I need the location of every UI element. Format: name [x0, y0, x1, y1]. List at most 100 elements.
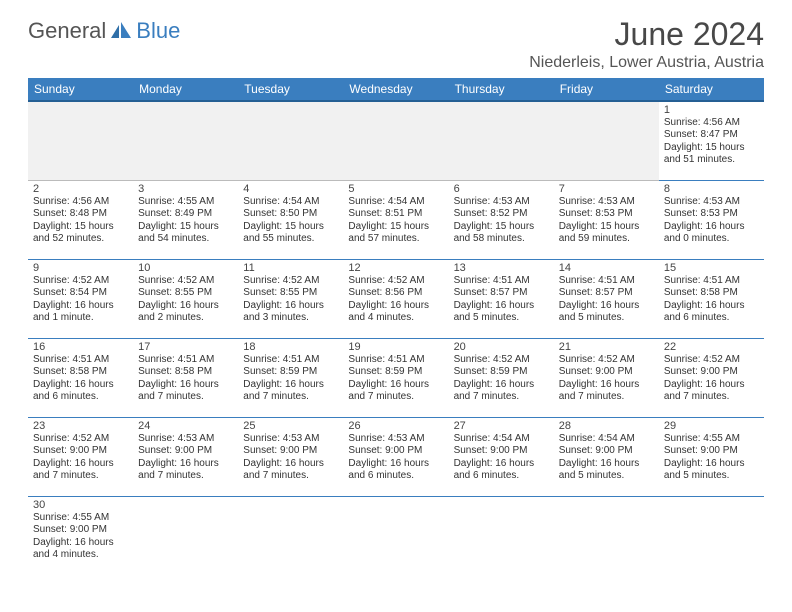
title-block: June 2024 Niederleis, Lower Austria, Aus… [529, 18, 764, 72]
sunrise-text: Sunrise: 4:54 AM [348, 196, 443, 209]
day-cell: 13Sunrise: 4:51 AMSunset: 8:57 PMDayligh… [449, 259, 554, 338]
day-number: 12 [348, 262, 443, 274]
sunrise-text: Sunrise: 4:51 AM [454, 275, 549, 288]
daylight1-text: Daylight: 16 hours [454, 458, 549, 471]
header: General Blue June 2024 Niederleis, Lower… [28, 18, 764, 72]
sunrise-text: Sunrise: 4:51 AM [138, 354, 233, 367]
day-cell: 21Sunrise: 4:52 AMSunset: 9:00 PMDayligh… [554, 338, 659, 417]
day-cell: 3Sunrise: 4:55 AMSunset: 8:49 PMDaylight… [133, 180, 238, 259]
daylight2-text: and 55 minutes. [243, 233, 338, 246]
sunrise-text: Sunrise: 4:53 AM [243, 433, 338, 446]
day-number: 19 [348, 341, 443, 353]
day-number: 24 [138, 420, 233, 432]
day-cell: 30Sunrise: 4:55 AMSunset: 9:00 PMDayligh… [28, 496, 133, 575]
day-cell: 26Sunrise: 4:53 AMSunset: 9:00 PMDayligh… [343, 417, 448, 496]
day-cell: 12Sunrise: 4:52 AMSunset: 8:56 PMDayligh… [343, 259, 448, 338]
sunset-text: Sunset: 9:00 PM [559, 366, 654, 379]
day-header: Monday [133, 78, 238, 101]
sunrise-text: Sunrise: 4:53 AM [559, 196, 654, 209]
day-number: 4 [243, 183, 338, 195]
day-cell: 23Sunrise: 4:52 AMSunset: 9:00 PMDayligh… [28, 417, 133, 496]
blank-cell [28, 101, 133, 181]
blank-cell [449, 496, 554, 575]
blank-cell [238, 496, 343, 575]
week-row: 1Sunrise: 4:56 AMSunset: 8:47 PMDaylight… [28, 101, 764, 181]
daylight1-text: Daylight: 15 hours [348, 221, 443, 234]
daylight2-text: and 5 minutes. [559, 470, 654, 483]
day-number: 9 [33, 262, 128, 274]
day-number: 6 [454, 183, 549, 195]
sunrise-text: Sunrise: 4:56 AM [33, 196, 128, 209]
sunrise-text: Sunrise: 4:51 AM [348, 354, 443, 367]
week-row: 23Sunrise: 4:52 AMSunset: 9:00 PMDayligh… [28, 417, 764, 496]
sunset-text: Sunset: 8:51 PM [348, 208, 443, 221]
sunrise-text: Sunrise: 4:52 AM [33, 275, 128, 288]
daylight2-text: and 0 minutes. [664, 233, 759, 246]
sunrise-text: Sunrise: 4:51 AM [33, 354, 128, 367]
daylight2-text: and 7 minutes. [243, 470, 338, 483]
day-header: Thursday [449, 78, 554, 101]
day-number: 23 [33, 420, 128, 432]
sunset-text: Sunset: 8:58 PM [664, 287, 759, 300]
day-number: 13 [454, 262, 549, 274]
day-header: Wednesday [343, 78, 448, 101]
daylight1-text: Daylight: 16 hours [454, 379, 549, 392]
daylight2-text: and 6 minutes. [664, 312, 759, 325]
day-number: 10 [138, 262, 233, 274]
sunrise-text: Sunrise: 4:51 AM [664, 275, 759, 288]
sunset-text: Sunset: 9:00 PM [33, 524, 128, 537]
day-number: 8 [664, 183, 759, 195]
sunrise-text: Sunrise: 4:52 AM [664, 354, 759, 367]
daylight2-text: and 7 minutes. [243, 391, 338, 404]
blank-cell [659, 496, 764, 575]
blank-cell [343, 101, 448, 181]
sunset-text: Sunset: 9:00 PM [664, 366, 759, 379]
sunrise-text: Sunrise: 4:54 AM [454, 433, 549, 446]
day-number: 21 [559, 341, 654, 353]
daylight1-text: Daylight: 16 hours [348, 300, 443, 313]
daylight1-text: Daylight: 16 hours [664, 458, 759, 471]
day-cell: 1Sunrise: 4:56 AMSunset: 8:47 PMDaylight… [659, 101, 764, 181]
daylight1-text: Daylight: 15 hours [33, 221, 128, 234]
day-number: 11 [243, 262, 338, 274]
day-number: 1 [664, 104, 759, 116]
sunrise-text: Sunrise: 4:51 AM [243, 354, 338, 367]
daylight2-text: and 1 minute. [33, 312, 128, 325]
daylight2-text: and 7 minutes. [138, 391, 233, 404]
daylight1-text: Daylight: 16 hours [454, 300, 549, 313]
day-cell: 22Sunrise: 4:52 AMSunset: 9:00 PMDayligh… [659, 338, 764, 417]
day-cell: 17Sunrise: 4:51 AMSunset: 8:58 PMDayligh… [133, 338, 238, 417]
day-cell: 16Sunrise: 4:51 AMSunset: 8:58 PMDayligh… [28, 338, 133, 417]
daylight1-text: Daylight: 16 hours [33, 300, 128, 313]
days-of-week-row: SundayMondayTuesdayWednesdayThursdayFrid… [28, 78, 764, 101]
day-cell: 29Sunrise: 4:55 AMSunset: 9:00 PMDayligh… [659, 417, 764, 496]
daylight2-text: and 6 minutes. [348, 470, 443, 483]
sunset-text: Sunset: 8:54 PM [33, 287, 128, 300]
sunrise-text: Sunrise: 4:53 AM [664, 196, 759, 209]
logo-text-blue: Blue [136, 18, 180, 44]
daylight2-text: and 7 minutes. [138, 470, 233, 483]
day-cell: 14Sunrise: 4:51 AMSunset: 8:57 PMDayligh… [554, 259, 659, 338]
day-cell: 27Sunrise: 4:54 AMSunset: 9:00 PMDayligh… [449, 417, 554, 496]
sunrise-text: Sunrise: 4:55 AM [664, 433, 759, 446]
daylight1-text: Daylight: 15 hours [664, 142, 759, 155]
daylight2-text: and 4 minutes. [33, 549, 128, 562]
daylight2-text: and 6 minutes. [454, 470, 549, 483]
day-number: 27 [454, 420, 549, 432]
day-number: 5 [348, 183, 443, 195]
day-cell: 7Sunrise: 4:53 AMSunset: 8:53 PMDaylight… [554, 180, 659, 259]
sunset-text: Sunset: 8:47 PM [664, 129, 759, 142]
daylight2-text: and 51 minutes. [664, 154, 759, 167]
day-cell: 28Sunrise: 4:54 AMSunset: 9:00 PMDayligh… [554, 417, 659, 496]
sunrise-text: Sunrise: 4:54 AM [243, 196, 338, 209]
day-cell: 9Sunrise: 4:52 AMSunset: 8:54 PMDaylight… [28, 259, 133, 338]
month-title: June 2024 [529, 18, 764, 52]
sunset-text: Sunset: 8:55 PM [138, 287, 233, 300]
daylight2-text: and 6 minutes. [33, 391, 128, 404]
day-cell: 15Sunrise: 4:51 AMSunset: 8:58 PMDayligh… [659, 259, 764, 338]
daylight1-text: Daylight: 16 hours [348, 379, 443, 392]
sunrise-text: Sunrise: 4:53 AM [454, 196, 549, 209]
daylight2-text: and 52 minutes. [33, 233, 128, 246]
sunset-text: Sunset: 9:00 PM [664, 445, 759, 458]
day-number: 20 [454, 341, 549, 353]
